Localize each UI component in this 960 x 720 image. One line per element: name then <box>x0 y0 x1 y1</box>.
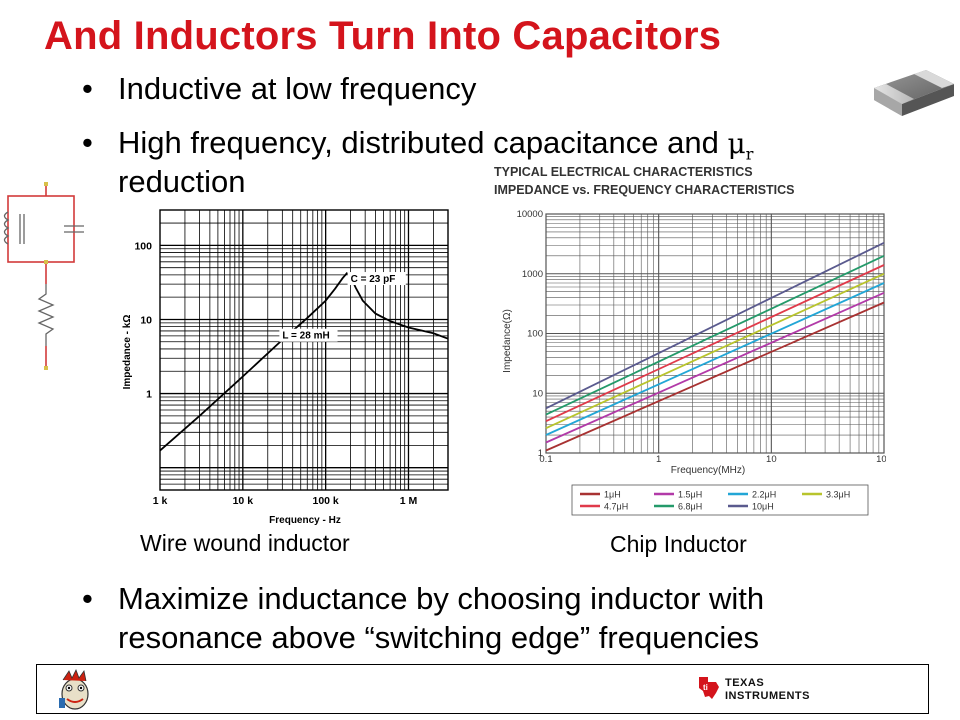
chart2-ylabel: Impedance(Ω) <box>502 309 513 373</box>
bullet-dot: • <box>82 125 93 160</box>
bullet-dot: • <box>82 581 93 616</box>
mascot-logo-icon <box>59 669 89 710</box>
bullet-3: • Maximize inductance by choosing inducto… <box>82 580 764 618</box>
mu-subscript: r <box>745 144 754 164</box>
chart1-x-tick-label: 1 M <box>400 495 418 507</box>
chart2-legend-label: 2.2μH <box>752 490 776 500</box>
chart2-series-line <box>545 241 885 410</box>
chart2-legend-label: 10μH <box>752 502 774 512</box>
chip-inductor-impedance-chart: TYPICAL ELECTRICAL CHARACTERISTICS IMPED… <box>494 165 886 516</box>
chart1-annotation-bg <box>347 272 406 286</box>
chart2-y-tick-label: 100 <box>527 329 543 340</box>
chart2-series-line <box>545 272 885 430</box>
bullet-dot: • <box>82 71 93 106</box>
bullet-2: • High frequency, distributed capacitance… <box>82 124 753 174</box>
bullet-2-text: High frequency, distributed capacitance … <box>118 125 719 160</box>
chart2-y-tick-label: 10 <box>532 388 543 399</box>
chart2-y-tick-label: 1 <box>538 448 543 459</box>
chart1-annotation-bg <box>279 328 338 342</box>
caption-chip-inductor: Chip Inductor <box>610 531 747 557</box>
chart2-y-tick-label: 1000 <box>522 269 543 280</box>
equivalent-circuit-diagram <box>0 176 86 376</box>
chart2-x-tick-label: 10 <box>766 454 777 465</box>
bullet-1: • Inductive at low frequency <box>82 70 476 108</box>
chart2-axis-ticks: 0.1110100110100100010000 <box>517 209 886 465</box>
ti-wordmark-line2: INSTRUMENTS <box>725 690 810 702</box>
bullet-2-continuation: reduction <box>118 164 246 199</box>
chart2-legend-label: 6.8μH <box>678 502 702 512</box>
chart2-series-line <box>545 301 885 452</box>
mu-r-symbol: μr <box>727 127 753 164</box>
chart1-y-tick-label: 10 <box>140 314 152 326</box>
chart1-annotation: L = 28 mH <box>282 331 329 342</box>
chart2-series-line <box>545 264 885 423</box>
chart2-legend-box <box>571 484 869 516</box>
chart2-subtitle: IMPEDANCE vs. FREQUENCY CHARACTERISTICS <box>494 183 795 197</box>
bullet-3-continuation: resonance above “switching edge” frequen… <box>118 620 760 655</box>
chart1-x-tick-label: 1 k <box>153 495 168 507</box>
svg-text:ti: ti <box>703 683 708 692</box>
chart2-xlabel: Frequency(MHz) <box>671 465 745 476</box>
chart2-legend-label: 4.7μH <box>604 502 628 512</box>
chart2-x-tick-label: 0.1 <box>539 454 552 465</box>
ti-state-icon: ti <box>699 677 719 699</box>
chart1-ylabel: Impedance - kΩ <box>122 315 133 390</box>
chart1-y-tick-label: 1 <box>146 389 152 401</box>
ti-wordmark-line1: TEXAS <box>725 677 765 689</box>
chip-inductor-image <box>874 70 954 116</box>
chart1-y-tick-label: 100 <box>134 240 152 252</box>
bullet-3-text: Maximize inductance by choosing inductor… <box>118 581 765 616</box>
chart1-axis-ticks: 1 k 10 k 100 k 1 M 1 10 100 <box>134 240 417 507</box>
chart2-legend-label: 1μH <box>604 490 621 500</box>
chart2-x-tick-label: 1 <box>656 454 661 465</box>
slide-footer: ti TEXAS INSTRUMENTS <box>36 664 929 714</box>
chart2-legend: 1μH 1.5μH 2.2μH 3.3μH 4.7μH 6.8μH 10μH <box>571 484 869 516</box>
wire-wound-impedance-chart: 1 k 10 k 100 k 1 M 1 10 100 L = 28 mH C = 23 pF… <box>122 209 449 526</box>
chart2-series <box>545 241 885 452</box>
slide-title: And Inductors Turn Into Capacitors <box>44 14 722 58</box>
chart2-series-line <box>545 291 885 444</box>
chart2-grid <box>545 213 885 454</box>
chart2-series-line <box>545 282 885 436</box>
chart1-x-tick-label: 10 k <box>233 495 254 507</box>
chart2-legend-label: 1.5μH <box>678 490 702 500</box>
chart1-x-tick-label: 100 k <box>313 495 339 507</box>
chart1-annotation: C = 23 pF <box>351 274 396 285</box>
chart2-x-tick-label: 100 <box>876 454 886 465</box>
ti-wordmark: TEXAS INSTRUMENTS <box>725 677 810 703</box>
chart2-legend-label: 3.3μH <box>826 490 850 500</box>
chart1-grid <box>159 209 449 491</box>
caption-wire-wound: Wire wound inductor <box>140 530 350 556</box>
chart1-xlabel: Frequency - Hz <box>269 515 341 526</box>
chart2-title: TYPICAL ELECTRICAL CHARACTERISTICS <box>494 165 753 179</box>
mu-glyph: μ <box>727 127 746 160</box>
chart2-y-tick-label: 10000 <box>517 209 543 220</box>
bullet-1-text: Inductive at low frequency <box>118 71 477 106</box>
chart2-series-line <box>545 254 885 416</box>
chart1-impedance-curve <box>159 272 449 452</box>
